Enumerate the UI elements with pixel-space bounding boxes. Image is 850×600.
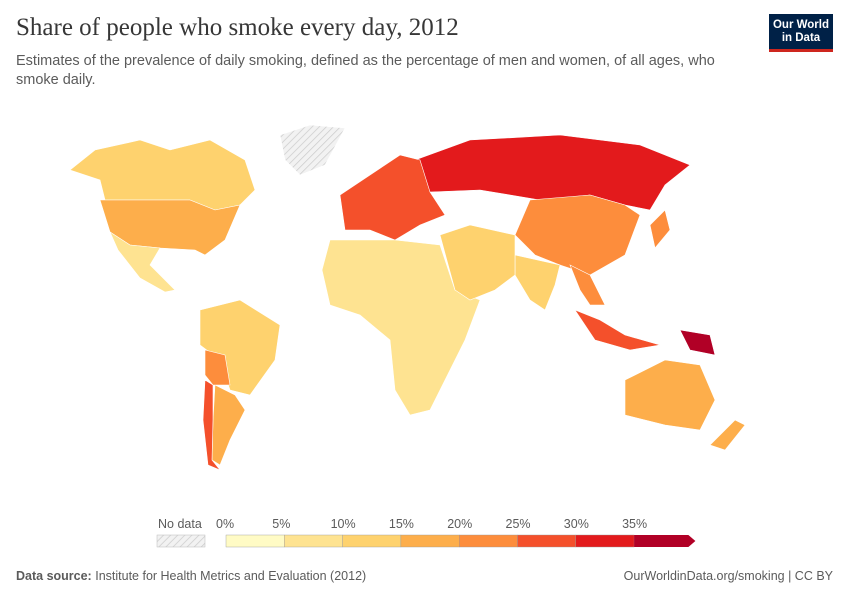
source-label: Data source: xyxy=(16,569,92,583)
region-chile[interactable] xyxy=(202,379,221,471)
legend-bin-0 xyxy=(225,534,285,548)
legend-tick: 5% xyxy=(272,517,291,531)
region-greenland[interactable] xyxy=(279,124,346,176)
region-bolivia[interactable] xyxy=(204,349,231,386)
legend-tick: 0% xyxy=(216,517,235,531)
region-africa[interactable] xyxy=(321,239,481,416)
legend-tick: 25% xyxy=(505,517,531,531)
legend-bin-5 xyxy=(517,534,576,548)
legend-tick: 30% xyxy=(563,517,589,531)
region-indonesia[interactable] xyxy=(574,309,661,351)
legend-tick: 10% xyxy=(330,517,356,531)
legend-bin-2 xyxy=(342,534,402,548)
region-argentina[interactable] xyxy=(211,384,246,466)
region-japan[interactable] xyxy=(649,209,671,249)
chart-subtitle: Estimates of the prevalence of daily smo… xyxy=(16,53,715,88)
legend-bar xyxy=(156,534,696,548)
region-southeast-asia[interactable] xyxy=(569,264,606,306)
world-map xyxy=(69,124,746,471)
region-china[interactable] xyxy=(514,194,641,276)
legend-bin-4 xyxy=(459,534,518,548)
logo-line1: Our World xyxy=(772,19,829,31)
owid-logo[interactable]: Our World in Data xyxy=(769,14,833,52)
region-russia[interactable] xyxy=(414,134,691,211)
legend-bin-3 xyxy=(400,534,460,548)
legend-bin-1 xyxy=(284,534,343,548)
region-papua-new-guinea[interactable] xyxy=(679,329,716,356)
legend-tick: 15% xyxy=(388,517,414,531)
source-link[interactable]: OurWorldinData.org/smoking | CC BY xyxy=(623,569,833,583)
legend-no-data-label: No data xyxy=(158,517,202,531)
region-europe[interactable] xyxy=(339,154,446,241)
legend-tick: 35% xyxy=(622,517,648,531)
region-india[interactable] xyxy=(514,254,561,311)
logo-line2: in Data xyxy=(781,32,821,44)
legend-bin-6 xyxy=(575,534,635,548)
region-australia[interactable] xyxy=(624,359,716,431)
region-canada[interactable] xyxy=(69,139,256,211)
region-middle-east[interactable] xyxy=(439,224,516,301)
region-new-zealand[interactable] xyxy=(709,419,746,451)
legend-bin-7 xyxy=(634,535,696,547)
legend-no-data-swatch xyxy=(156,534,206,548)
region-mexico[interactable] xyxy=(109,231,176,293)
chart-title: Share of people who smoke every day, 201… xyxy=(16,14,459,41)
region-brazil[interactable] xyxy=(199,299,281,396)
data-source: Data source: Institute for Health Metric… xyxy=(16,569,366,583)
source-text: Institute for Health Metrics and Evaluat… xyxy=(95,569,367,583)
legend-tick: 20% xyxy=(447,517,473,531)
